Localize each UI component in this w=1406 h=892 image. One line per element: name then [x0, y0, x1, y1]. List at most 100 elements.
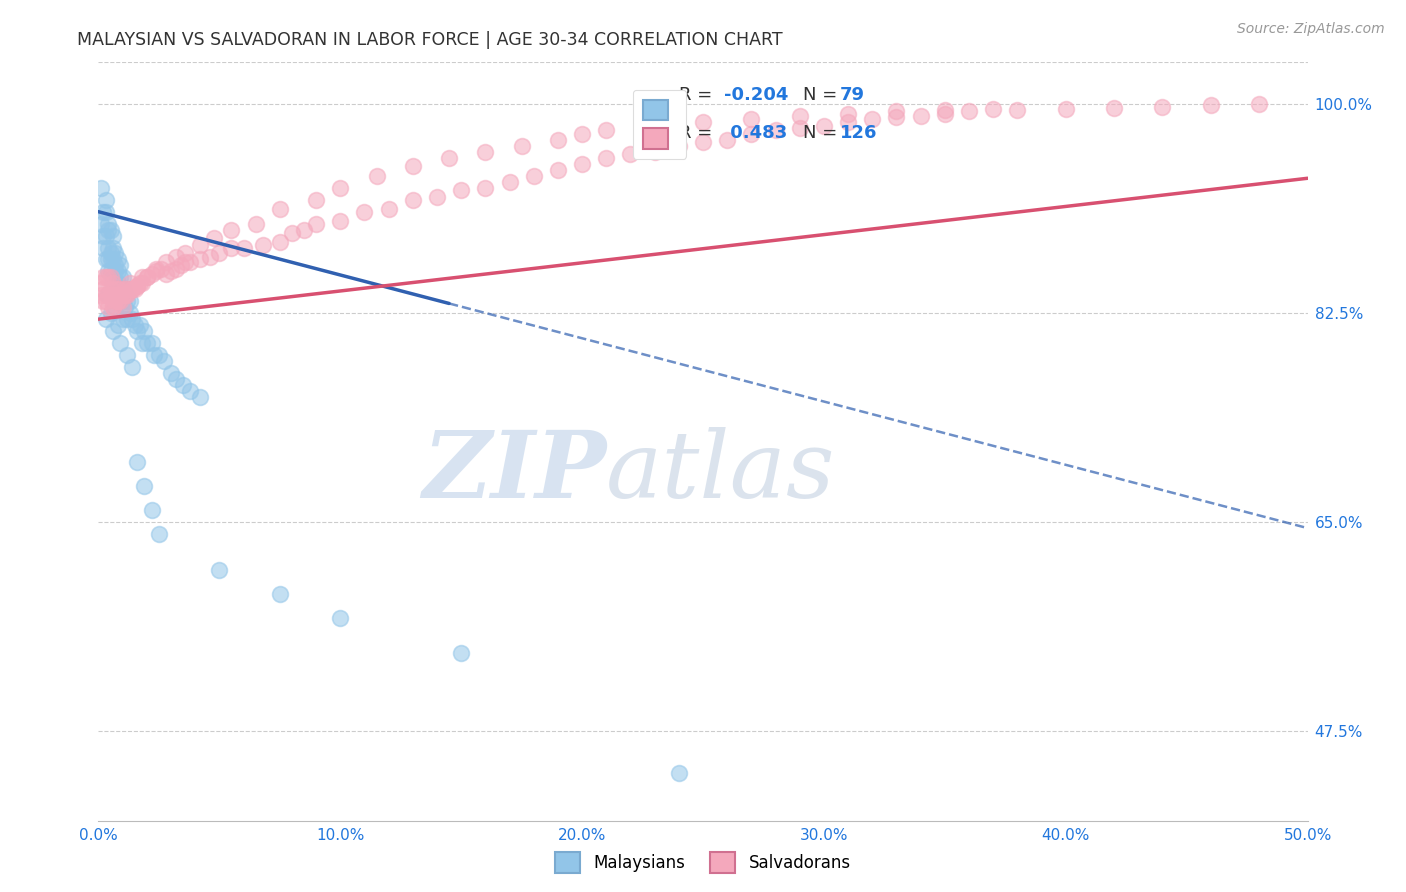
- Point: [90, 181, 112, 195]
- Point: [117, 282, 139, 296]
- Point: [108, 270, 131, 285]
- Point: [91, 228, 114, 243]
- Point: [174, 255, 197, 269]
- Point: [101, 270, 124, 285]
- Point: [111, 288, 134, 302]
- Point: [117, 294, 139, 309]
- Point: [97, 288, 120, 302]
- Point: [668, 139, 690, 153]
- Point: [111, 288, 134, 302]
- Point: [114, 282, 136, 296]
- Point: [100, 246, 122, 260]
- Point: [128, 318, 150, 332]
- Point: [121, 282, 143, 296]
- Point: [837, 107, 859, 121]
- Point: [101, 252, 124, 267]
- Point: [114, 300, 136, 314]
- Point: [94, 252, 117, 267]
- Point: [450, 647, 472, 661]
- Point: [100, 306, 122, 320]
- Point: [94, 294, 117, 309]
- Point: [101, 240, 124, 254]
- Point: [571, 157, 593, 171]
- Point: [595, 151, 617, 165]
- Point: [188, 252, 211, 267]
- Point: [107, 282, 129, 296]
- Point: [179, 384, 201, 398]
- Point: [221, 222, 243, 236]
- Point: [127, 278, 149, 293]
- Point: [716, 133, 738, 147]
- Point: [135, 336, 157, 351]
- Point: [174, 246, 197, 260]
- Point: [1249, 97, 1271, 112]
- Point: [402, 193, 425, 207]
- Point: [143, 348, 166, 362]
- Point: [547, 162, 569, 177]
- Point: [94, 288, 117, 302]
- Point: [160, 264, 183, 278]
- Point: [117, 288, 139, 302]
- Point: [208, 246, 231, 260]
- Point: [108, 294, 131, 309]
- Point: [94, 204, 117, 219]
- Point: [111, 294, 134, 309]
- Point: [107, 288, 129, 302]
- Point: [204, 231, 226, 245]
- Point: [957, 104, 980, 119]
- Point: [305, 193, 328, 207]
- Point: [104, 294, 127, 309]
- Point: [97, 252, 120, 267]
- Point: [127, 324, 149, 338]
- Point: [329, 610, 352, 624]
- Point: [571, 127, 593, 141]
- Point: [789, 109, 811, 123]
- Point: [269, 235, 291, 249]
- Point: [377, 202, 399, 217]
- Point: [107, 294, 129, 309]
- Point: [450, 183, 472, 197]
- Point: [90, 277, 112, 291]
- Point: [165, 262, 187, 277]
- Point: [366, 169, 388, 183]
- Point: [91, 282, 114, 296]
- Point: [107, 282, 129, 296]
- Point: [150, 262, 173, 277]
- Point: [1102, 101, 1125, 115]
- Point: [101, 324, 124, 338]
- Point: [101, 300, 124, 314]
- Point: [547, 133, 569, 147]
- Point: [595, 123, 617, 137]
- Point: [127, 278, 149, 293]
- Point: [104, 282, 127, 296]
- Point: [934, 107, 956, 121]
- Point: [155, 255, 177, 269]
- Point: [402, 159, 425, 173]
- Point: [131, 336, 153, 351]
- Point: [135, 270, 157, 285]
- Point: [104, 246, 127, 260]
- Point: [100, 264, 122, 278]
- Point: [128, 277, 150, 291]
- Text: R =: R =: [679, 86, 718, 104]
- Point: [108, 288, 131, 302]
- Point: [104, 300, 127, 314]
- Point: [910, 109, 932, 123]
- Point: [644, 119, 666, 133]
- Point: [100, 252, 122, 267]
- Point: [934, 103, 956, 118]
- Point: [117, 285, 139, 300]
- Point: [127, 455, 149, 469]
- Point: [118, 294, 141, 309]
- Point: [252, 238, 274, 252]
- Point: [94, 270, 117, 285]
- Point: [118, 277, 141, 291]
- Point: [668, 765, 690, 780]
- Point: [981, 102, 1004, 116]
- Text: 79: 79: [839, 86, 865, 104]
- Point: [208, 563, 231, 577]
- Point: [97, 240, 120, 254]
- Point: [886, 111, 908, 125]
- Point: [90, 288, 112, 302]
- Point: [292, 222, 315, 236]
